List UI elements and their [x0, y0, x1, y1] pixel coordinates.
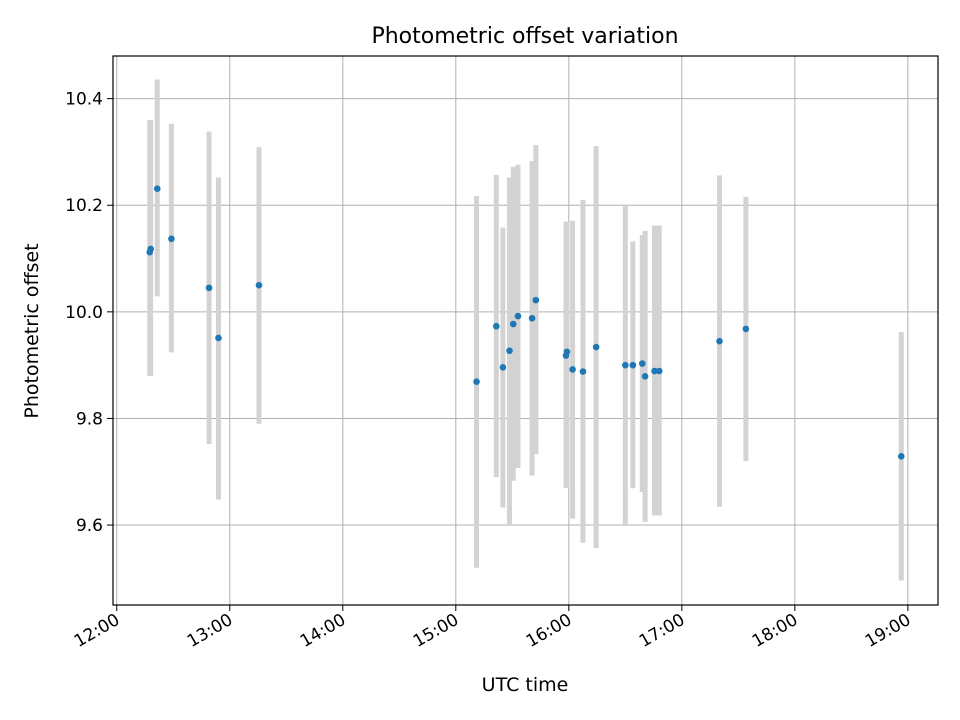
data-point: [493, 322, 500, 330]
data-point: [506, 347, 513, 355]
data-point: [528, 314, 536, 322]
data-point: [215, 334, 222, 342]
y-tick-label: 9.8: [76, 409, 103, 429]
data-point: [473, 378, 480, 385]
y-tick-label: 10.0: [65, 303, 103, 323]
y-tick-label: 9.6: [76, 516, 103, 536]
data-point: [651, 367, 658, 375]
data-point: [147, 245, 154, 253]
data-point: [629, 361, 637, 369]
data-points: [146, 185, 905, 460]
data-point: [569, 366, 576, 373]
data-point: [168, 235, 175, 243]
data-point: [638, 360, 646, 367]
data-point: [655, 367, 663, 375]
data-point: [153, 185, 161, 193]
plot-frame: [112, 55, 939, 606]
y-tick-label: 10.4: [65, 90, 103, 110]
data-point: [499, 363, 507, 371]
y-axis-ticks: 9.6 9.8 10.0 10.2 10.4: [65, 90, 113, 536]
data-point: [622, 361, 629, 369]
y-tick-label: 10.2: [65, 196, 103, 216]
data-point: [205, 284, 213, 292]
data-point: [579, 368, 587, 375]
data-point: [742, 325, 750, 333]
data-point: [592, 343, 600, 351]
data-point: [532, 296, 540, 304]
data-point: [514, 312, 522, 320]
data-point: [897, 452, 905, 460]
data-point: [563, 348, 571, 356]
data-point: [641, 373, 649, 380]
data-point: [255, 281, 263, 289]
data-point: [716, 337, 723, 345]
y-axis-label: Photometric offset: [21, 243, 43, 418]
data-point: [509, 320, 517, 328]
chart-title: Photometric offset variation: [371, 24, 678, 49]
x-axis-label: UTC time: [482, 674, 569, 696]
